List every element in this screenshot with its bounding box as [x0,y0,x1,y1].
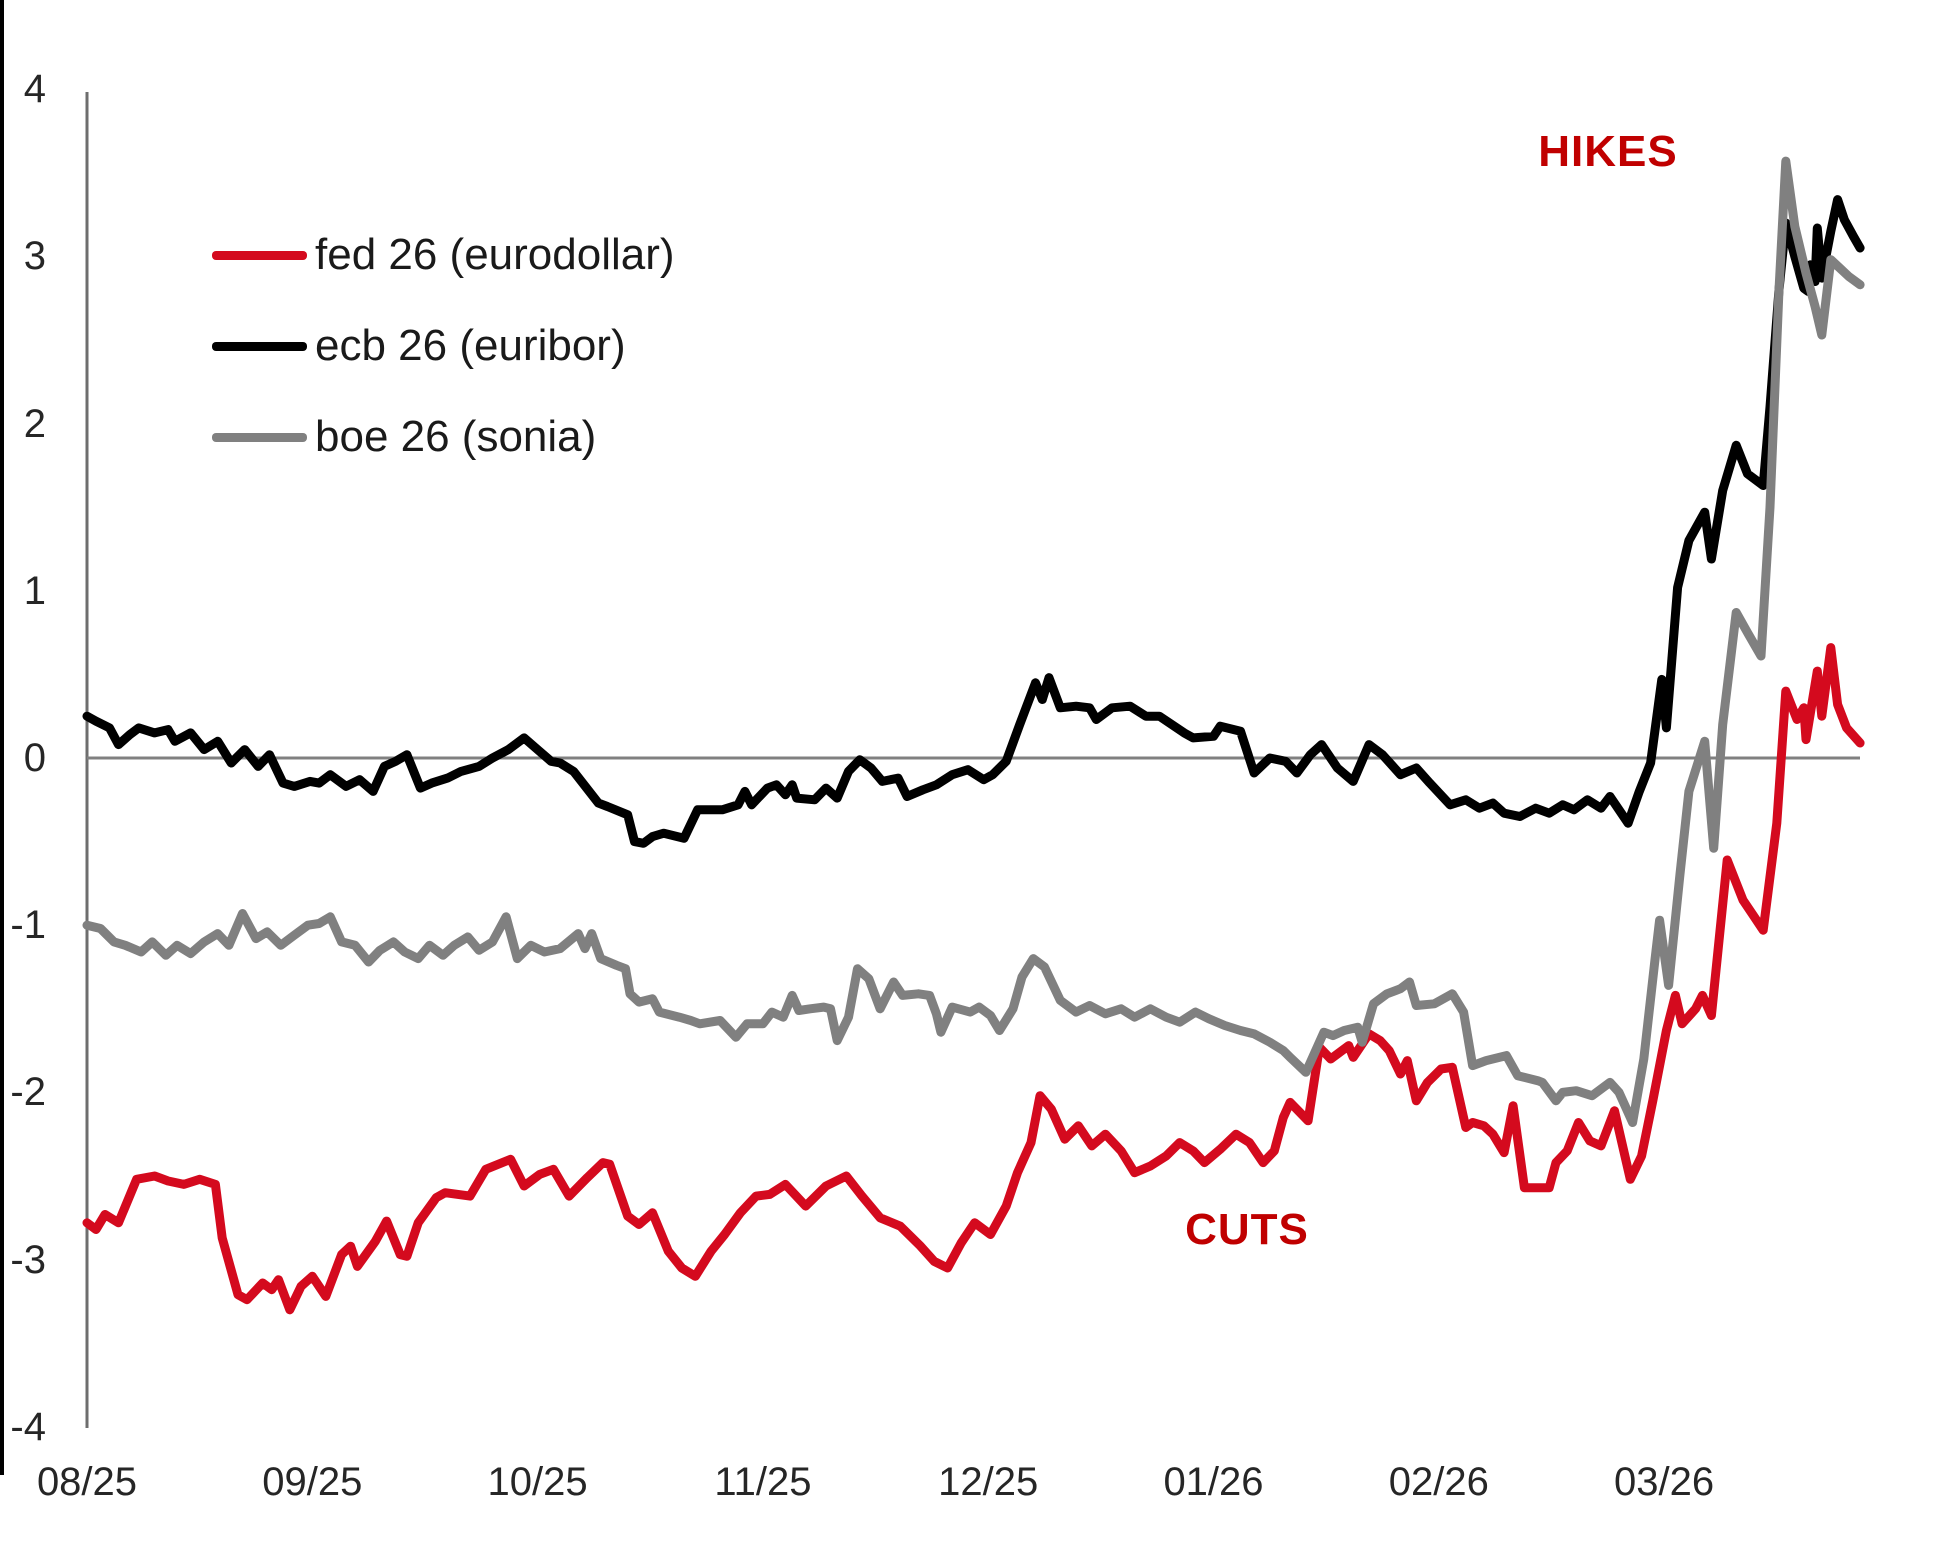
y-tick-label: 2 [23,401,46,446]
y-tick-label: 4 [23,67,46,112]
x-tick-label: 01/26 [1163,1460,1264,1504]
y-tick-label: -1 [10,903,46,948]
ecb-line [82,195,1865,848]
legend: fed 26 (eurodollar) ecb 26 (euribor) boe… [212,230,675,503]
y-tick-label: -4 [10,1404,46,1449]
legend-label-ecb: ecb 26 (euribor) [315,321,626,370]
ecb-line-swatch [212,341,307,351]
y-tick-label: 1 [23,568,46,613]
fed-line-swatch [212,250,307,260]
x-tick-label: 09/25 [262,1460,363,1504]
fed-line [82,643,1865,1315]
legend-item-fed: fed 26 (eurodollar) [212,230,675,280]
cuts-annotation: CUTS [1185,1205,1309,1254]
x-tick-label: 08/25 [36,1460,138,1504]
y-tick-label: -2 [10,1070,46,1115]
legend-label-fed: fed 26 (eurodollar) [315,230,675,279]
legend-item-boe: boe 26 (sonia) [212,412,675,462]
y-tick-label: 0 [23,736,46,780]
boe-line [82,156,1865,1127]
legend-label-boe: boe 26 (sonia) [315,412,597,461]
x-tick-label: 10/25 [487,1460,588,1504]
y-tick-label: -3 [10,1237,46,1282]
hikes-annotation: HIKES [1538,127,1678,176]
x-tick-label: 12/25 [938,1460,1039,1504]
x-tick-label: 02/26 [1388,1460,1489,1504]
x-tick-label: 11/25 [714,1460,812,1504]
legend-item-ecb: ecb 26 (euribor) [212,321,675,371]
x-tick-label: 03/26 [1614,1460,1715,1504]
y-tick-label: 3 [23,234,46,279]
boe-line-swatch [212,432,307,442]
